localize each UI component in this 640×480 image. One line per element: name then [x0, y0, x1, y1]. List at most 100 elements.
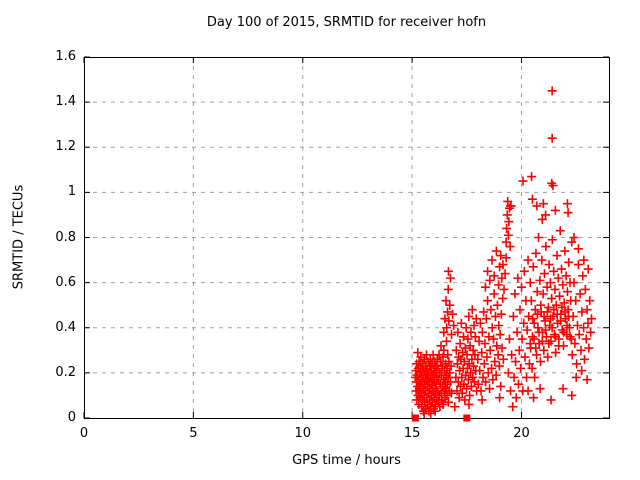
- data-point-plus: [568, 311, 578, 321]
- data-point-plus: [585, 296, 595, 306]
- data-point-plus: [524, 359, 534, 369]
- data-point-plus: [562, 320, 572, 330]
- data-point-plus: [480, 282, 490, 292]
- data-point-plus: [483, 266, 493, 276]
- data-point-plus: [537, 336, 547, 346]
- data-point-plus: [514, 345, 524, 355]
- data-point-plus: [475, 318, 485, 328]
- data-point-plus: [501, 237, 511, 247]
- data-point-plus: [491, 370, 501, 380]
- data-point-plus: [530, 372, 540, 382]
- data-point-plus: [493, 350, 503, 360]
- data-point-plus: [441, 336, 451, 346]
- data-point-plus: [470, 332, 480, 342]
- data-point-plus: [461, 370, 471, 380]
- data-point-plus: [541, 332, 551, 342]
- data-point-plus: [515, 305, 525, 315]
- data-point-plus: [560, 246, 570, 256]
- data-point-plus: [443, 372, 453, 382]
- data-point-plus: [508, 311, 518, 321]
- data-point-plus: [443, 350, 453, 360]
- data-point-plus: [539, 311, 549, 321]
- data-point-plus: [558, 384, 568, 394]
- data-point-plus: [447, 388, 456, 398]
- data-point-plus: [478, 372, 488, 382]
- data-point-plus: [578, 271, 588, 281]
- data-point-square: [463, 414, 471, 422]
- data-point-plus: [470, 350, 480, 360]
- data-point-plus: [479, 359, 489, 369]
- x-tick-label: 10: [294, 426, 312, 441]
- data-point-plus: [539, 269, 549, 279]
- data-point-plus: [552, 309, 562, 319]
- data-point-plus: [445, 300, 455, 310]
- data-point-plus: [460, 395, 470, 405]
- data-point-plus: [553, 273, 563, 283]
- data-point-plus: [511, 357, 521, 367]
- x-tick-label: 15: [403, 426, 421, 441]
- data-point-plus: [500, 269, 510, 279]
- data-point-plus: [452, 386, 462, 396]
- data-point-plus: [490, 357, 500, 367]
- data-point-plus: [519, 266, 529, 276]
- data-point-plus: [573, 260, 583, 270]
- data-point-plus: [502, 210, 512, 220]
- data-point-plus: [550, 332, 560, 342]
- data-point-plus: [582, 305, 592, 315]
- data-point-plus: [499, 284, 509, 294]
- data-point-plus: [482, 352, 492, 362]
- data-point-plus: [509, 372, 519, 382]
- data-point-plus: [488, 375, 498, 385]
- data-point-plus: [547, 235, 557, 245]
- data-point-plus: [451, 345, 461, 355]
- data-point-plus: [577, 307, 587, 317]
- data-point-plus: [463, 334, 473, 344]
- data-point-plus: [439, 345, 449, 355]
- data-point-plus: [547, 86, 557, 96]
- data-point-plus: [580, 354, 589, 364]
- data-point-plus: [473, 354, 483, 364]
- data-point-plus: [581, 334, 591, 344]
- data-point-plus: [550, 205, 560, 215]
- data-point-plus: [555, 316, 565, 326]
- data-point-plus: [529, 318, 539, 328]
- data-point-plus: [575, 289, 585, 299]
- data-point-plus: [573, 244, 583, 254]
- data-point-plus: [487, 323, 497, 333]
- data-point-plus: [571, 372, 581, 382]
- data-point-plus: [503, 368, 513, 378]
- data-point-plus: [537, 255, 547, 265]
- data-point-plus: [520, 352, 530, 362]
- data-point-plus: [484, 332, 494, 342]
- data-point-plus: [511, 393, 521, 403]
- data-point-plus: [443, 266, 453, 276]
- data-point-plus: [571, 296, 581, 306]
- data-point-plus: [532, 201, 542, 211]
- data-point-plus: [481, 314, 491, 324]
- data-point-plus: [477, 327, 487, 337]
- data-point-plus: [501, 253, 511, 263]
- data-point-plus: [438, 352, 448, 362]
- data-point-plus: [544, 339, 554, 349]
- data-point-plus: [461, 323, 471, 333]
- data-point-plus: [554, 341, 564, 351]
- y-tick-label: 0.8: [55, 229, 76, 245]
- data-point-plus: [476, 386, 486, 396]
- data-point-plus: [413, 348, 423, 358]
- data-point-plus: [548, 181, 558, 191]
- data-point-plus: [471, 314, 481, 324]
- data-point-plus: [557, 325, 567, 335]
- data-point-plus: [534, 233, 544, 242]
- data-point-plus: [462, 350, 472, 360]
- data-point-plus: [444, 316, 454, 326]
- data-point-plus: [445, 368, 455, 378]
- data-point-plus: [445, 273, 455, 283]
- data-point-plus: [523, 255, 533, 265]
- data-point-plus: [559, 327, 569, 337]
- data-point-plus: [506, 201, 516, 211]
- data-point-plus: [480, 339, 490, 349]
- x-tick-label: 0: [79, 426, 89, 441]
- data-point-plus: [551, 300, 561, 310]
- data-point-plus: [529, 393, 539, 403]
